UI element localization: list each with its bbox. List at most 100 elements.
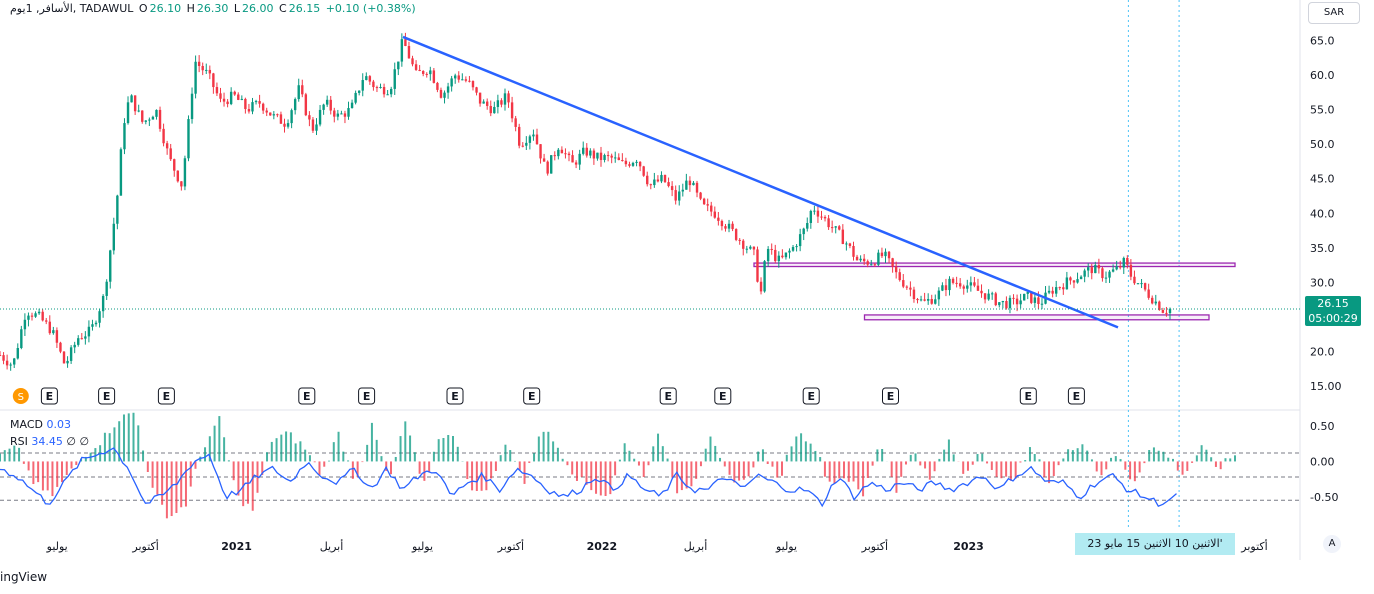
x-tick-label: أكتوبر — [131, 539, 158, 553]
last-price: 26.15 — [1317, 297, 1349, 310]
candle-body — [215, 87, 219, 94]
y-tick-label: 35.0 — [1310, 242, 1335, 255]
candle-body — [20, 329, 23, 349]
candle-body — [845, 243, 848, 245]
x-tick-label: أكتوبر — [861, 539, 888, 553]
candle-body — [478, 92, 482, 104]
candle-body — [226, 101, 229, 105]
grid — [0, 0, 1301, 560]
candle-body — [688, 180, 692, 186]
high-label: H — [186, 2, 195, 15]
earnings-marker-label: E — [303, 390, 311, 403]
candle-body — [421, 71, 425, 74]
candle-body — [109, 250, 112, 282]
candle-body — [290, 110, 293, 124]
candle-body — [685, 180, 688, 190]
candle-body — [1083, 270, 1086, 277]
candle-body — [130, 95, 133, 103]
rsi-label: RSI — [10, 435, 28, 448]
candle-body — [1008, 297, 1012, 309]
candle-body — [742, 240, 745, 249]
candle-body — [1072, 280, 1076, 283]
candle-body — [329, 99, 332, 111]
candle-body — [1111, 269, 1115, 272]
currency-button[interactable]: SAR — [1308, 2, 1360, 24]
candle-body — [514, 118, 517, 127]
earnings-marker-label: E — [664, 390, 672, 403]
candle-body — [1090, 267, 1093, 274]
earnings-marker-label: E — [451, 390, 459, 403]
candle-body — [806, 223, 809, 229]
macd-legend[interactable]: MACD 0.03 — [10, 418, 71, 431]
symbol-name[interactable]: الأسافر, 1يوم, TADAWUL — [10, 2, 134, 15]
candle-body — [891, 258, 894, 267]
candle-body — [1037, 297, 1040, 304]
candle-body — [734, 229, 738, 240]
close-label: C — [279, 2, 287, 15]
candle-body — [414, 64, 418, 70]
candle-body — [336, 113, 340, 117]
candle-body — [621, 160, 624, 162]
candle-body — [592, 150, 596, 159]
candle-body — [382, 87, 386, 95]
candle-body — [909, 287, 912, 290]
candle-body — [695, 182, 699, 193]
candle-body — [112, 223, 115, 251]
candle-body — [596, 152, 599, 159]
candle-body — [279, 114, 283, 124]
candle-body — [564, 153, 567, 155]
earnings-marker-label: E — [1073, 390, 1081, 403]
candle-body — [610, 155, 613, 158]
candle-body — [66, 360, 69, 364]
candle-body — [923, 299, 926, 301]
candle-body — [987, 293, 990, 300]
candle-body — [980, 290, 983, 294]
support-zone — [863, 314, 1210, 321]
candle-body — [361, 80, 364, 91]
y-tick-label: 30.0 — [1310, 276, 1335, 289]
candle-body — [73, 344, 76, 348]
candle-body — [276, 114, 279, 116]
candle-body — [471, 81, 475, 88]
candle-body — [823, 216, 827, 219]
resistance-zone — [753, 262, 1236, 268]
candle-body — [397, 61, 400, 70]
candle-body — [955, 282, 958, 284]
auto-scale-button[interactable]: A — [1323, 535, 1341, 553]
candle-body — [578, 153, 581, 165]
candle-body — [1101, 268, 1104, 279]
dividend-marker-label: S — [18, 392, 24, 403]
candle-body — [770, 248, 773, 250]
candle-body — [311, 119, 315, 131]
candle-body — [667, 182, 670, 187]
y-tick-label: 50.0 — [1310, 138, 1335, 151]
candle-body — [670, 186, 674, 191]
candles — [0, 32, 1172, 371]
candle-body — [244, 98, 247, 110]
candle-body — [525, 142, 528, 146]
downtrend-line — [402, 35, 1119, 329]
candle-body — [41, 311, 44, 321]
x-tick-label: يوليو — [411, 540, 433, 553]
candle-body — [646, 175, 649, 185]
y-tick-label: 60.0 — [1310, 69, 1335, 82]
candle-body — [528, 136, 532, 143]
candle-body — [389, 88, 393, 95]
candle-body — [759, 281, 763, 292]
rsi-value: 34.45 — [31, 435, 63, 448]
candle-body — [571, 155, 574, 163]
candle-body — [453, 75, 457, 79]
dividend-marker — [12, 388, 29, 404]
candle-body — [308, 115, 311, 120]
candle-body — [791, 247, 795, 251]
candle-body — [475, 87, 478, 93]
candle-body — [788, 250, 791, 253]
candle-body — [930, 299, 933, 304]
candle-body — [777, 255, 781, 262]
candle-body — [27, 315, 30, 320]
x-tick-label: يوليو — [775, 540, 797, 553]
x-tick-label: أبريل — [320, 539, 344, 553]
rsi-legend[interactable]: RSI 34.45 ∅ ∅ — [10, 435, 89, 448]
